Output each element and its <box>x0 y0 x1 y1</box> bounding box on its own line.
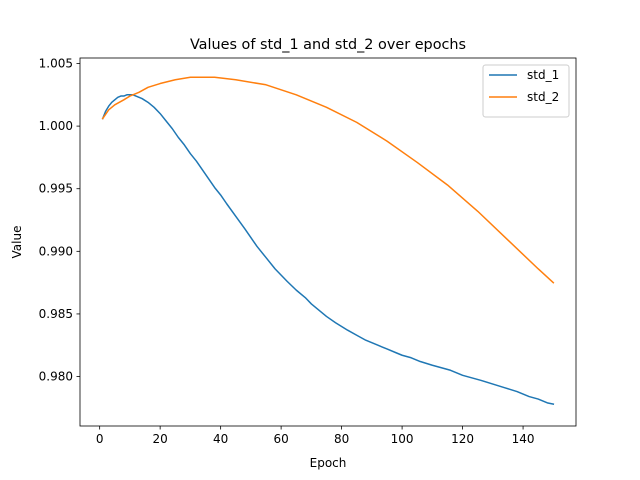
x-axis-label: Epoch <box>310 456 347 470</box>
y-tick-label: 0.985 <box>39 307 73 321</box>
x-tick-label: 0 <box>96 432 104 446</box>
y-tick-label: 1.000 <box>39 119 73 133</box>
x-tick-label: 80 <box>334 432 349 446</box>
y-tick-label: 0.980 <box>39 370 73 384</box>
plot-area-frame <box>79 57 577 427</box>
legend: std_1 std_2 <box>482 64 570 118</box>
plot-layer: 0 20 40 60 80 100 120 140 0.980 0.985 0.990 0.995 1.… <box>39 57 555 446</box>
x-tick-label: 100 <box>391 432 414 446</box>
x-tick-label: 20 <box>153 432 168 446</box>
x-tick-label: 60 <box>273 432 288 446</box>
legend-box <box>482 64 570 118</box>
x-tick-label: 40 <box>213 432 228 446</box>
legend-label-std_2: std_2 <box>527 90 559 104</box>
y-axis-label: Value <box>10 226 24 259</box>
series-line-std_1 <box>101 94 555 405</box>
legend-label-std_1: std_1 <box>527 68 559 82</box>
x-tick-label: 140 <box>512 432 535 446</box>
series-line-std_2 <box>101 76 555 284</box>
chart-title: Values of std_1 and std_2 over epochs <box>190 37 466 53</box>
y-tick-label: 0.995 <box>39 182 73 196</box>
y-tick-label: 1.005 <box>39 57 73 71</box>
x-tick-label: 120 <box>451 432 474 446</box>
y-tick-label: 0.990 <box>39 244 73 258</box>
